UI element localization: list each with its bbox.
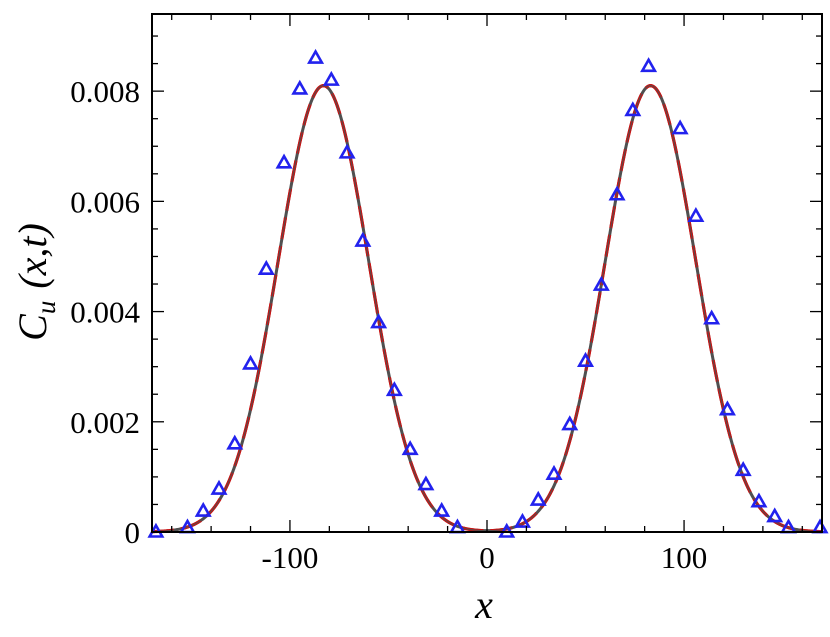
triangle-marker xyxy=(433,501,451,517)
x-axis-label: x xyxy=(474,582,493,627)
triangle-marker xyxy=(608,185,626,201)
x-tick-label: 0 xyxy=(479,540,495,575)
triangle-marker xyxy=(354,231,372,247)
curves-layer xyxy=(151,84,823,534)
triangle-marker xyxy=(766,507,784,523)
triangle-marker xyxy=(703,309,721,325)
triangle-marker xyxy=(210,479,228,495)
triangle-marker xyxy=(561,415,579,431)
triangle-marker xyxy=(241,354,260,370)
triangle-marker xyxy=(718,400,736,416)
triangle-marker xyxy=(385,381,403,397)
triangle-marker xyxy=(257,259,275,275)
triangle-marker xyxy=(640,57,658,73)
triangle-marker xyxy=(338,143,356,159)
triangle-marker xyxy=(291,79,309,95)
dashed-series-line xyxy=(151,84,823,534)
triangle-marker xyxy=(624,101,642,117)
y-tick-label: 0.008 xyxy=(70,74,140,109)
triangle-marker xyxy=(750,492,768,508)
y-axis-label-sub: u xyxy=(31,301,61,315)
triangle-marker xyxy=(370,313,388,329)
tick-labels-layer: -100 0 100 0 0.002 0.004 0.006 0.008 xyxy=(70,74,707,575)
y-tick-label: 0 xyxy=(125,515,141,550)
triangle-marker xyxy=(322,70,340,86)
markers-layer xyxy=(147,48,829,538)
y-axis-label: Cu (x,t) xyxy=(10,223,61,341)
y-axis-label-main: C xyxy=(10,313,55,341)
x-tick-label: 100 xyxy=(661,540,708,575)
triangle-marker xyxy=(194,501,212,517)
triangle-marker xyxy=(671,119,689,135)
triangle-marker xyxy=(417,475,435,491)
x-tick-label: -100 xyxy=(262,540,319,575)
solid-series-line xyxy=(151,84,823,534)
y-axis-label-args: (x,t) xyxy=(10,223,55,289)
y-tick-label: 0.002 xyxy=(70,405,140,440)
ticks-layer xyxy=(152,14,822,533)
triangle-marker xyxy=(498,522,516,538)
triangle-marker xyxy=(545,464,563,480)
triangle-marker xyxy=(576,351,595,367)
triangle-marker xyxy=(687,207,705,223)
triangle-marker xyxy=(307,48,325,64)
plot-frame xyxy=(151,13,823,533)
triangle-marker xyxy=(401,440,419,456)
y-tick-label: 0.006 xyxy=(70,184,140,219)
triangle-marker xyxy=(592,275,610,291)
triangle-marker xyxy=(513,512,532,528)
triangle-marker xyxy=(275,153,293,169)
triangle-marker xyxy=(226,434,244,450)
y-tick-label: 0.004 xyxy=(70,295,140,330)
triangle-marker xyxy=(529,490,547,506)
solid-series-line-overlay xyxy=(151,85,823,533)
triangle-marker xyxy=(734,461,752,477)
